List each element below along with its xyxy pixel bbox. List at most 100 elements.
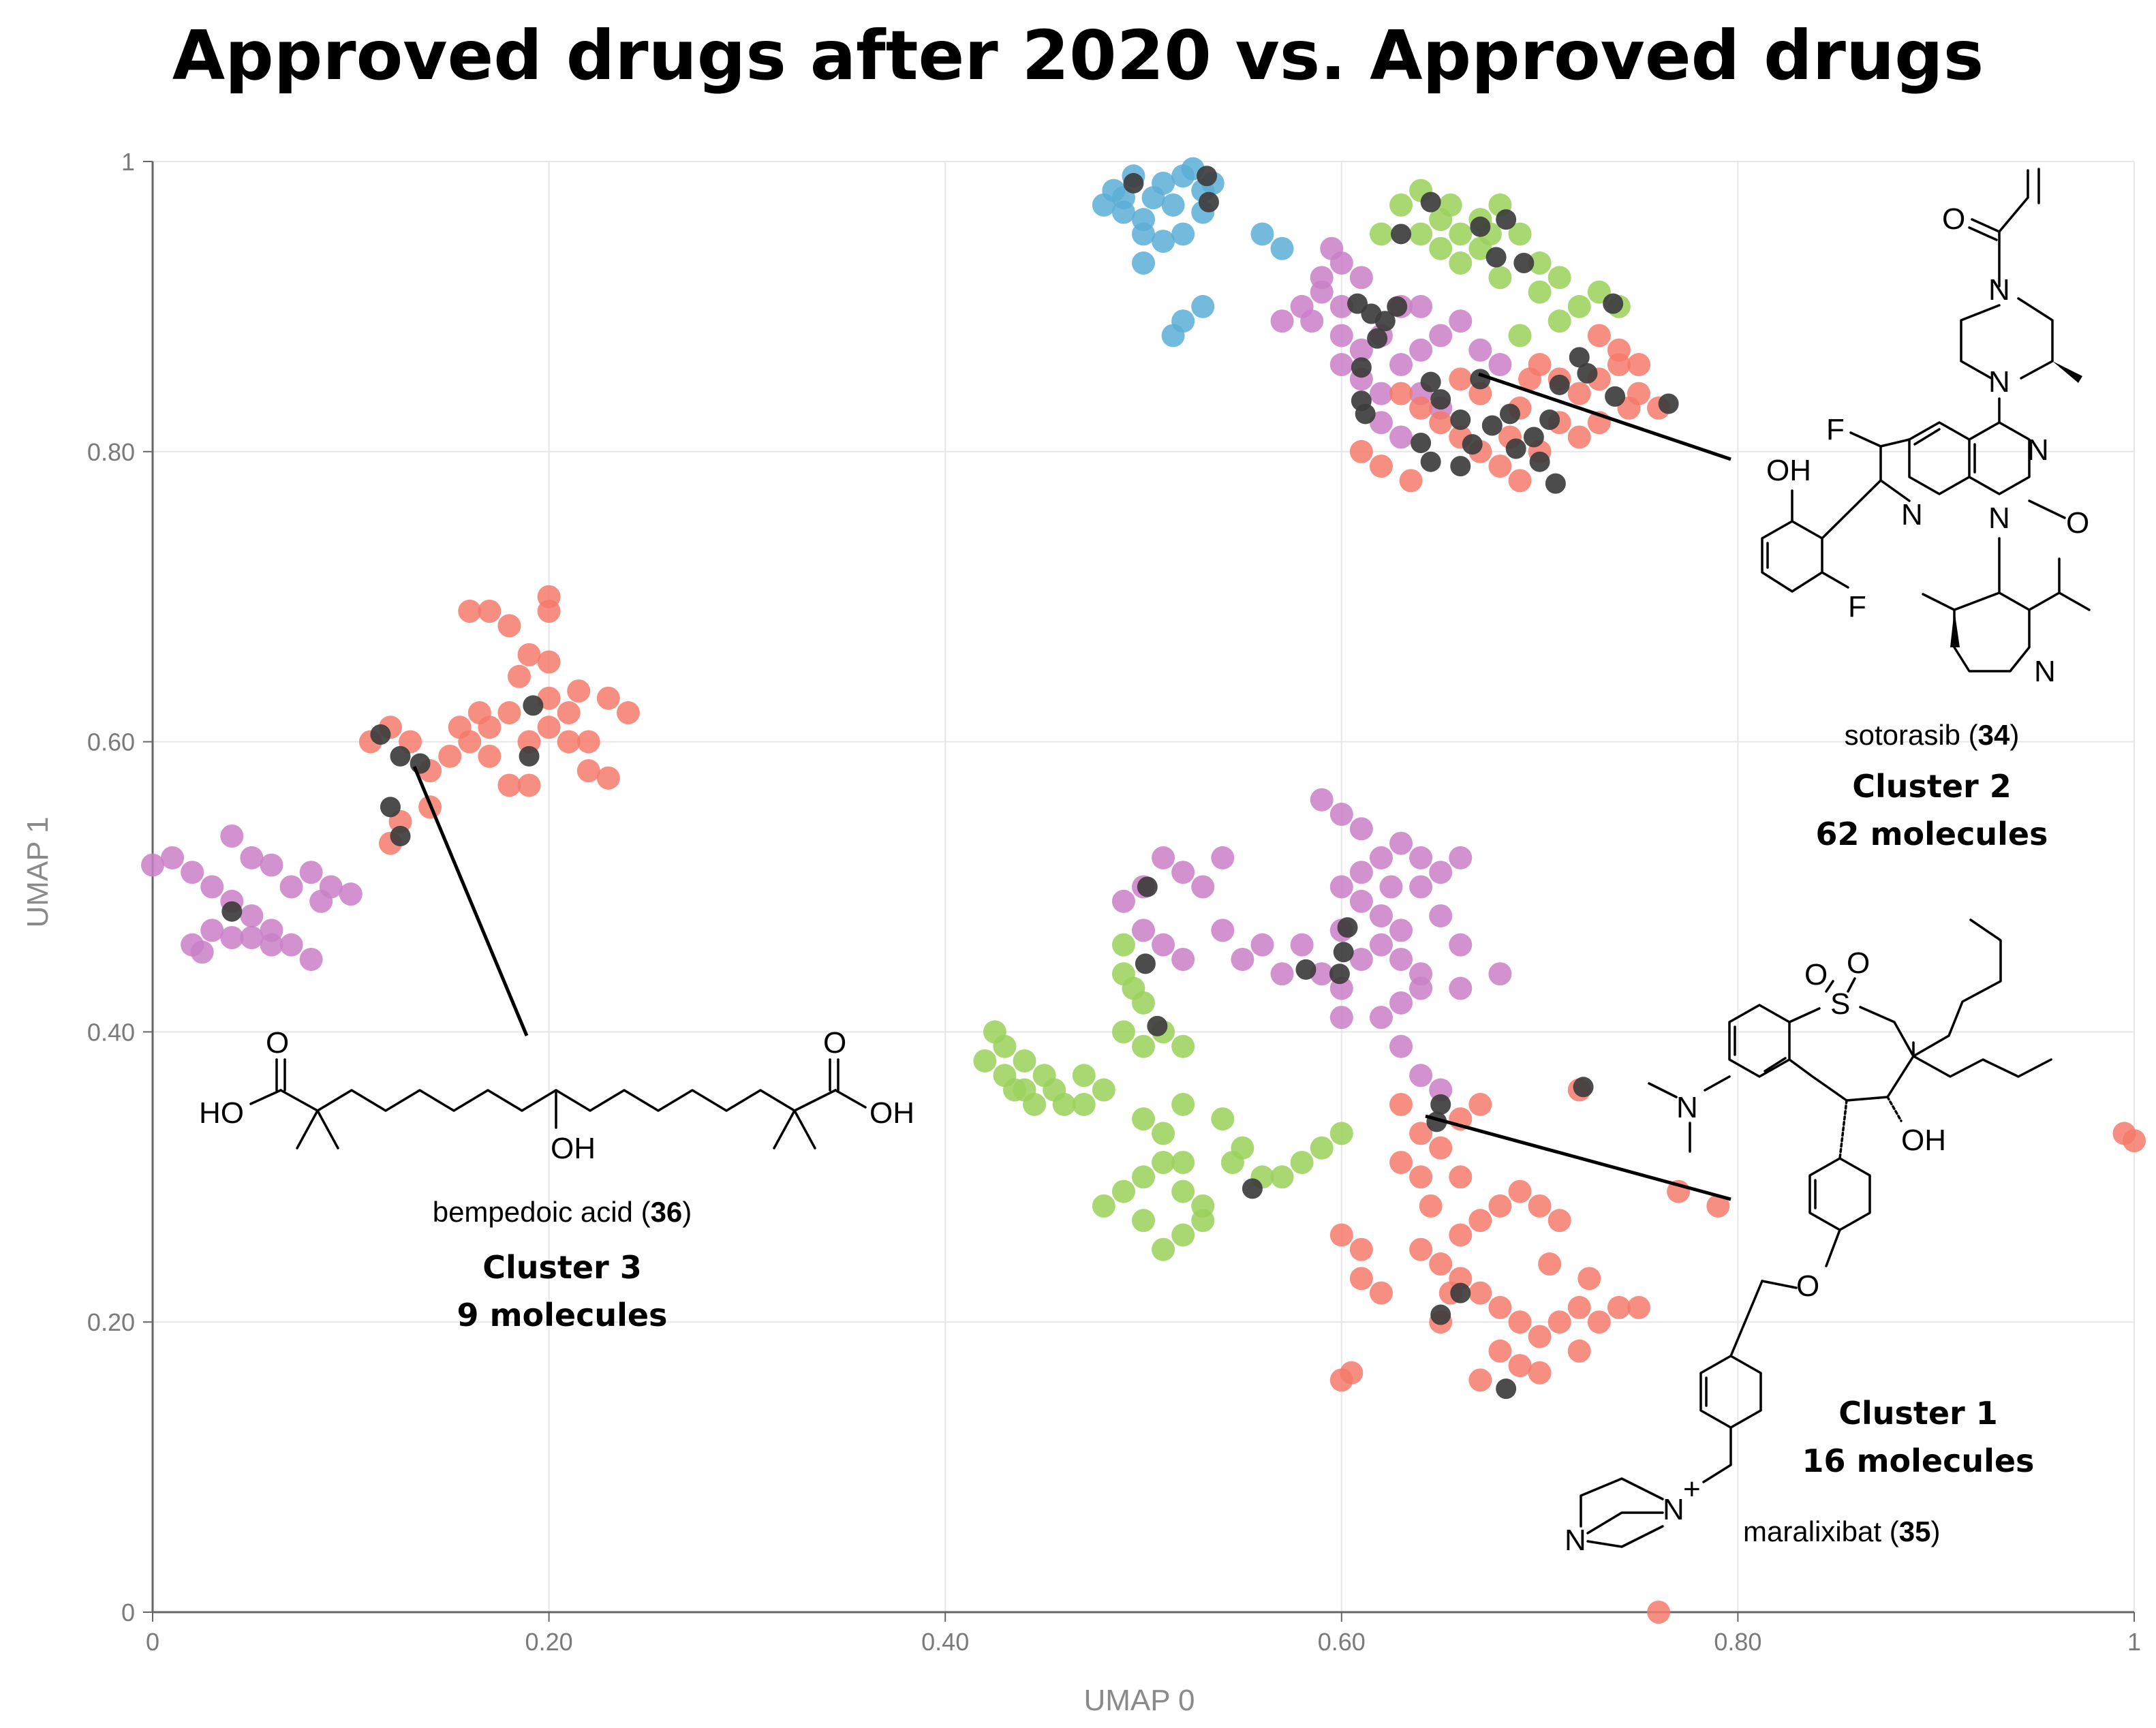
maralixibat-atom-s: S: [1830, 987, 1850, 1021]
data-point: [1449, 251, 1473, 275]
data-point: [458, 599, 482, 623]
data-point: [616, 701, 640, 725]
data-point: [1528, 1194, 1552, 1218]
highlight-point: [1374, 311, 1396, 332]
data-point: [1488, 1339, 1512, 1363]
data-point: [1488, 962, 1512, 986]
data-point: [1013, 1049, 1036, 1073]
data-point: [240, 926, 264, 950]
data-point: [1250, 933, 1274, 957]
data-point: [1528, 251, 1552, 275]
data-point: [309, 889, 333, 913]
data-point: [1409, 976, 1433, 1000]
highlight-point: [1411, 433, 1432, 454]
data-point: [1508, 1310, 1532, 1334]
data-point: [1389, 947, 1413, 971]
data-point: [1429, 411, 1453, 435]
data-point: [1161, 193, 1185, 217]
data-point: [1329, 294, 1353, 318]
data-point: [1488, 353, 1512, 377]
data-point: [1002, 1078, 1026, 1102]
data-point: [596, 686, 620, 710]
highlight-point: [1351, 357, 1372, 378]
data-point: [596, 766, 620, 790]
data-point: [1508, 1354, 1532, 1378]
highlight-point: [1135, 953, 1156, 974]
data-point: [1518, 367, 1542, 391]
data-point: [1389, 193, 1413, 217]
data-point: [1171, 222, 1195, 246]
data-point: [1607, 1295, 1631, 1319]
data-point: [1111, 200, 1135, 224]
highlight-point: [1496, 209, 1517, 230]
sotorasib-atom-f2: F: [1848, 590, 1866, 623]
highlight-point: [1329, 963, 1350, 985]
data-point: [1508, 469, 1532, 493]
data-point: [1587, 324, 1611, 348]
data-point: [983, 1020, 1006, 1044]
data-point: [1220, 1151, 1244, 1175]
data-point: [1429, 904, 1453, 928]
highlight-point: [390, 745, 411, 767]
data-point: [279, 933, 303, 957]
highlight-point: [1545, 473, 1566, 494]
bempedoic-number: 36: [651, 1196, 683, 1228]
highlight-point: [1462, 434, 1483, 455]
data-point: [299, 861, 323, 884]
data-point: [1270, 309, 1294, 333]
data-point: [497, 773, 521, 797]
cluster-1-count: 16 molecules: [1802, 1442, 2035, 1479]
data-point: [220, 926, 244, 950]
data-point: [1349, 1237, 1373, 1261]
data-point: [260, 853, 283, 877]
data-point: [478, 599, 502, 623]
data-point: [1171, 309, 1195, 333]
data-point: [576, 759, 600, 783]
highlight-point: [390, 825, 411, 846]
data-point: [973, 1049, 997, 1073]
data-point: [1438, 193, 1462, 217]
cluster-3-label: Cluster 3: [482, 1249, 642, 1286]
data-point: [339, 882, 363, 906]
data-point: [1349, 439, 1373, 463]
highlight-point: [1430, 1094, 1451, 1115]
highlight-point: [1295, 959, 1316, 980]
data-point: [1409, 338, 1433, 362]
y-tick-label: 0.40: [87, 1018, 135, 1046]
y-axis-label: UMAP 1: [21, 816, 55, 927]
cluster-1-label: Cluster 1: [1838, 1395, 1998, 1432]
data-point: [1132, 919, 1155, 942]
cluster-3-count: 9 molecules: [457, 1297, 668, 1333]
highlight-point: [1513, 253, 1535, 274]
data-point: [1300, 309, 1324, 333]
point-group-highlight: [221, 166, 1679, 1400]
data-point: [1389, 353, 1413, 377]
bempedoic-atom-o1: O: [266, 1026, 289, 1060]
highlight-point: [1470, 369, 1491, 390]
data-point: [1250, 222, 1274, 246]
highlight-point: [1198, 191, 1219, 213]
data-point: [1547, 1209, 1571, 1233]
data-point: [190, 940, 214, 964]
data-point: [1111, 889, 1135, 913]
data-point: [1310, 1136, 1334, 1160]
highlight-point: [1355, 403, 1376, 425]
x-axis-label: UMAP 0: [1083, 1684, 1195, 1717]
data-point: [1369, 933, 1393, 957]
data-point: [1349, 1267, 1373, 1291]
data-point: [1468, 382, 1492, 405]
data-point: [1577, 1267, 1601, 1291]
highlight-point: [1577, 362, 1598, 384]
sotorasib-number: 34: [1978, 719, 2010, 751]
data-point: [1329, 324, 1353, 348]
data-point: [1567, 425, 1591, 449]
data-point: [240, 904, 264, 928]
data-point: [1349, 947, 1373, 971]
maralixibat-atom-nplus: N: [1663, 1493, 1684, 1526]
x-tick-label: 0.20: [525, 1628, 573, 1656]
data-point: [1607, 338, 1631, 362]
data-point: [1389, 1151, 1413, 1175]
data-point: [1270, 236, 1294, 260]
highlight-point: [1430, 1304, 1451, 1325]
